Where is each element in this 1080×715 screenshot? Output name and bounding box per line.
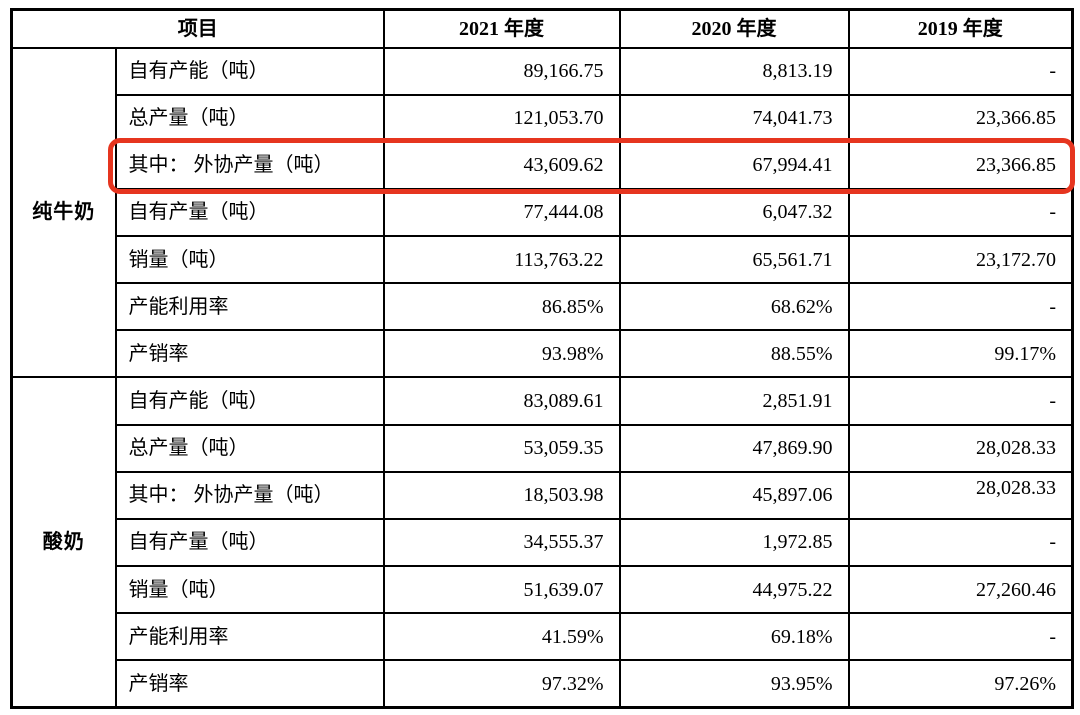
value-2019: 28,028.33 — [847, 470, 1074, 520]
value-2021: 51,639.07 — [382, 565, 621, 615]
value-2020: 47,869.90 — [618, 423, 850, 473]
group-label-yogurt: 酸奶 — [10, 376, 117, 709]
value-2019: 27,260.46 — [847, 565, 1074, 615]
production-table: 项目 2021 年度 2020 年度 2019 年度 纯牛奶 自有产能（吨） 8… — [10, 8, 1074, 709]
table-row: 纯牛奶 自有产能（吨） 89,166.75 8,813.19 - — [10, 46, 1074, 379]
value-2020: 8,813.19 — [618, 46, 850, 96]
row-label: 总产量（吨） — [114, 93, 385, 143]
value-2019: - — [847, 46, 1074, 96]
table-row: 产能利用率 41.59% 69.18% - — [12, 612, 1074, 662]
table-row: 自有产量（吨） 34,555.37 1,972.85 - — [12, 517, 1074, 568]
row-label: 产能利用率 — [114, 612, 385, 662]
header-year-2019: 2019 年度 — [847, 8, 1074, 49]
value-2020: 45,897.06 — [618, 470, 850, 520]
row-label: 自有产能（吨） — [114, 376, 385, 426]
value-2020: 44,975.22 — [618, 565, 850, 615]
value-2019: 23,366.85 — [847, 140, 1074, 190]
table-row: 销量（吨） 113,763.22 65,561.71 23,172.70 — [12, 235, 1074, 285]
row-label: 销量（吨） — [114, 235, 385, 285]
row-label: 总产量（吨） — [114, 423, 385, 473]
table-row: 自有产量（吨） 77,444.08 6,047.32 - — [12, 187, 1074, 238]
row-label: 产能利用率 — [114, 282, 385, 332]
row-label: 销量（吨） — [114, 565, 385, 615]
header-year-2020: 2020 年度 — [618, 8, 850, 49]
value-2019: 23,366.85 — [847, 93, 1074, 143]
header-row: 项目 2021 年度 2020 年度 2019 年度 — [10, 8, 1074, 49]
table-row: 产销率 97.32% 93.95% 97.26% — [12, 659, 1074, 709]
value-2019: - — [847, 517, 1074, 568]
table-row: 总产量（吨） 53,059.35 47,869.90 28,028.33 — [12, 423, 1074, 473]
group-label-pure-milk: 纯牛奶 — [10, 46, 117, 379]
value-2021: 83,089.61 — [382, 376, 621, 426]
value-2019: - — [847, 612, 1074, 662]
value-2020: 6,047.32 — [618, 187, 850, 238]
row-label: 自有产量（吨） — [114, 517, 385, 568]
table-row-highlighted: 其中： 外协产量（吨） 43,609.62 67,994.41 23,366.8… — [12, 140, 1074, 190]
value-2021: 121,053.70 — [382, 93, 621, 143]
value-2020: 88.55% — [618, 329, 850, 379]
table-row: 酸奶 自有产能（吨） 83,089.61 2,851.91 - — [10, 376, 1074, 709]
value-2021: 41.59% — [382, 612, 621, 662]
value-2021: 113,763.22 — [382, 235, 621, 285]
value-2019: 28,028.33 — [847, 423, 1074, 473]
value-2019: - — [847, 282, 1074, 332]
row-label: 产销率 — [114, 659, 385, 709]
value-2020: 65,561.71 — [618, 235, 850, 285]
value-2020: 68.62% — [618, 282, 850, 332]
row-label: 其中： 外协产量（吨） — [114, 470, 385, 520]
value-2019: 23,172.70 — [847, 235, 1074, 285]
value-2019: 99.17% — [847, 329, 1074, 379]
value-2020: 2,851.91 — [618, 376, 850, 426]
value-2021: 34,555.37 — [382, 517, 621, 568]
header-item: 项目 — [10, 8, 385, 49]
value-2021: 86.85% — [382, 282, 621, 332]
value-2019: - — [847, 376, 1074, 426]
value-2020: 69.18% — [618, 612, 850, 662]
header-year-2021: 2021 年度 — [382, 8, 621, 49]
value-2021: 53,059.35 — [382, 423, 621, 473]
row-label: 自有产量（吨） — [114, 187, 385, 238]
value-2021: 77,444.08 — [382, 187, 621, 238]
value-2020: 67,994.41 — [618, 140, 850, 190]
table-row: 其中： 外协产量（吨） 18,503.98 45,897.06 28,028.3… — [12, 470, 1074, 520]
value-2021: 43,609.62 — [382, 140, 621, 190]
row-label: 自有产能（吨） — [114, 46, 385, 96]
table-row: 产能利用率 86.85% 68.62% - — [12, 282, 1074, 332]
value-2021: 93.98% — [382, 329, 621, 379]
value-2021: 89,166.75 — [382, 46, 621, 96]
table-row: 总产量（吨） 121,053.70 74,041.73 23,366.85 — [12, 93, 1074, 143]
value-2021: 18,503.98 — [382, 470, 621, 520]
production-table-container: 项目 2021 年度 2020 年度 2019 年度 纯牛奶 自有产能（吨） 8… — [10, 8, 1075, 709]
value-2020: 93.95% — [618, 659, 850, 709]
table-row: 销量（吨） 51,639.07 44,975.22 27,260.46 — [12, 565, 1074, 615]
row-label: 其中： 外协产量（吨） — [114, 140, 385, 190]
value-2019: - — [847, 187, 1074, 238]
table-row: 产销率 93.98% 88.55% 99.17% — [12, 329, 1074, 379]
row-label: 产销率 — [114, 329, 385, 379]
value-2020: 74,041.73 — [618, 93, 850, 143]
value-2020: 1,972.85 — [618, 517, 850, 568]
value-2019: 97.26% — [847, 659, 1074, 709]
value-2021: 97.32% — [382, 659, 621, 709]
